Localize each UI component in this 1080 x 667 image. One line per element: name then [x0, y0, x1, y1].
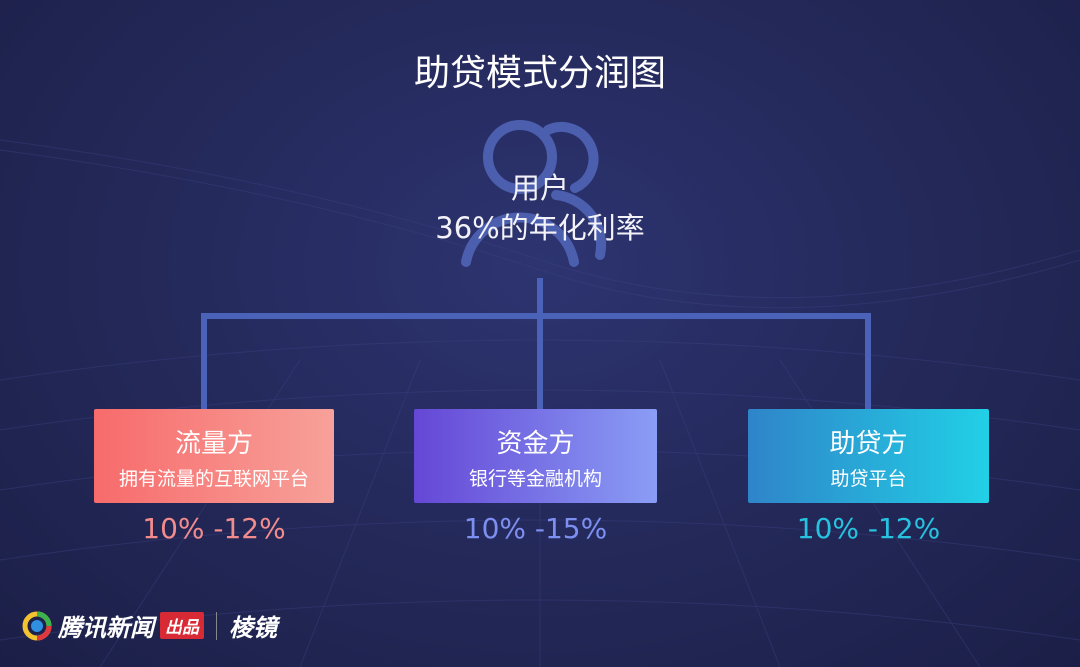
party-name: 流量方: [174, 429, 253, 459]
page-title: 助贷模式分润图: [413, 53, 666, 94]
party-name: 资金方: [496, 429, 575, 459]
tencent-news-logo-icon: [22, 611, 52, 640]
footer-logo: 腾讯新闻 出品 棱镜: [22, 608, 277, 643]
share-loan-assist: 10% -12%: [796, 512, 941, 545]
sub-brand: 棱镜: [229, 614, 277, 642]
party-desc: 拥有流量的互联网平台: [118, 468, 309, 490]
party-desc: 银行等金融机构: [468, 468, 602, 490]
brand-badge: 出品: [160, 612, 204, 639]
users-icon: [461, 120, 607, 267]
brand-name: 腾讯新闻: [58, 614, 154, 642]
party-traffic: 流量方 拥有流量的互联网平台: [94, 409, 334, 503]
party-funding: 资金方 银行等金融机构: [414, 409, 657, 503]
share-traffic: 10% -12%: [142, 512, 286, 545]
user-node: 用户 36%的年化利率: [0, 168, 1080, 248]
divider: [216, 611, 217, 640]
party-loan-assist: 助贷方 助贷平台: [748, 409, 989, 503]
share-funding: 10% -15%: [463, 512, 608, 545]
diagram-connectors: [201, 120, 871, 409]
user-label: 用户: [510, 171, 569, 205]
party-name: 助贷方: [829, 429, 908, 459]
tree-connector: [201, 278, 871, 409]
user-rate: 36%的年化利率: [435, 211, 645, 245]
party-desc: 助贷平台: [830, 468, 907, 490]
